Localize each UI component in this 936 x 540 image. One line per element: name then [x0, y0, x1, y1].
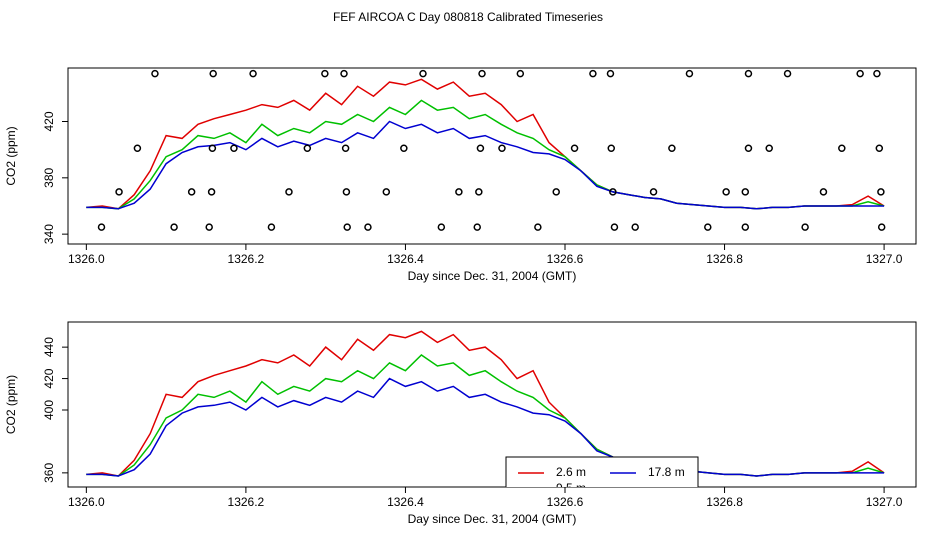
legend-label: 2.6 m	[556, 465, 586, 479]
marker	[364, 223, 372, 231]
marker	[552, 188, 560, 196]
marker	[877, 188, 885, 196]
data-line	[86, 330, 885, 477]
x-tick-label: 1326.8	[706, 495, 743, 509]
x-tick-label: 1326.8	[706, 252, 743, 266]
marker	[321, 69, 329, 78]
legend-label: 9.5 m	[556, 481, 586, 495]
marker	[498, 144, 506, 153]
marker	[722, 188, 730, 196]
marker	[343, 223, 351, 231]
x-tick-label: 1326.0	[68, 495, 105, 509]
x-tick-label: 1326.6	[547, 252, 584, 266]
marker	[589, 69, 597, 78]
marker	[382, 188, 391, 196]
marker	[249, 69, 257, 78]
marker	[208, 144, 217, 153]
marker	[342, 188, 351, 196]
marker	[340, 69, 348, 78]
marker	[303, 144, 312, 153]
marker	[207, 188, 216, 196]
marker	[115, 188, 123, 196]
y-tick-label: 380	[42, 167, 56, 187]
marker	[744, 144, 753, 153]
marker	[704, 223, 712, 231]
x-tick-label: 1326.0	[68, 252, 105, 266]
data-line	[86, 377, 885, 477]
marker	[875, 144, 884, 153]
y-tick-label: 420	[42, 111, 56, 131]
x-tick-label: 1326.6	[547, 495, 584, 509]
y-tick-label: 420	[42, 368, 56, 388]
marker	[97, 223, 106, 231]
x-tick-label: 1326.2	[228, 495, 265, 509]
data-line	[86, 99, 885, 210]
plot-frame	[67, 321, 917, 488]
marker	[649, 188, 658, 196]
legend-box	[505, 456, 699, 487]
marker	[170, 223, 178, 231]
marker	[419, 69, 427, 78]
y-tick-label: 400	[42, 400, 56, 420]
x-tick-label: 1326.2	[228, 252, 265, 266]
marker	[610, 223, 619, 231]
x-axis-label: Day since Dec. 31, 2004 (GMT)	[408, 512, 577, 526]
marker	[741, 188, 750, 196]
x-axis-label: Day since Dec. 31, 2004 (GMT)	[408, 269, 577, 283]
x-tick-label: 1326.4	[387, 252, 424, 266]
data-line	[86, 120, 885, 210]
marker	[873, 69, 881, 78]
marker	[741, 223, 750, 231]
marker	[400, 144, 408, 153]
marker	[534, 223, 542, 231]
y-tick-label: 360	[42, 463, 56, 483]
plot-frame	[67, 67, 917, 245]
marker	[187, 188, 196, 196]
marker	[744, 69, 753, 78]
legend-label: 17.8 m	[648, 465, 685, 479]
y-tick-label: 340	[42, 224, 56, 244]
marker	[783, 69, 792, 78]
marker	[609, 188, 617, 196]
marker	[570, 144, 579, 153]
marker	[475, 188, 483, 196]
marker	[267, 223, 276, 231]
marker	[473, 223, 481, 231]
marker	[205, 223, 213, 231]
marker	[668, 144, 676, 153]
marker	[455, 188, 463, 196]
y-tick-label: 440	[42, 337, 56, 357]
marker	[209, 69, 217, 78]
x-tick-label: 1326.4	[387, 495, 424, 509]
x-tick-label: 1327.0	[866, 495, 903, 509]
marker	[607, 144, 616, 153]
marker	[151, 69, 159, 78]
y-axis-label: CO2 (ppm)	[4, 375, 18, 434]
x-tick-label: 1327.0	[866, 252, 903, 266]
marker	[856, 69, 864, 78]
marker	[877, 223, 886, 231]
figure-title: FEF AIRCOA C Day 080818 Calibrated Times…	[333, 10, 603, 24]
marker	[285, 188, 293, 196]
marker	[838, 144, 846, 153]
marker	[606, 69, 615, 78]
marker	[478, 69, 486, 78]
data-line	[86, 78, 885, 210]
marker	[341, 144, 350, 153]
y-axis-label: CO2 (ppm)	[4, 126, 18, 185]
marker	[685, 69, 694, 78]
data-line	[86, 354, 885, 477]
marker	[765, 144, 773, 153]
marker	[437, 223, 446, 231]
marker	[801, 223, 809, 231]
marker	[476, 144, 485, 153]
marker	[133, 144, 142, 153]
marker	[516, 69, 525, 78]
legend: 2.6 m 9.5 m 17.8 m	[505, 456, 699, 495]
marker	[819, 188, 828, 196]
marker	[631, 223, 639, 231]
marker	[230, 144, 238, 153]
